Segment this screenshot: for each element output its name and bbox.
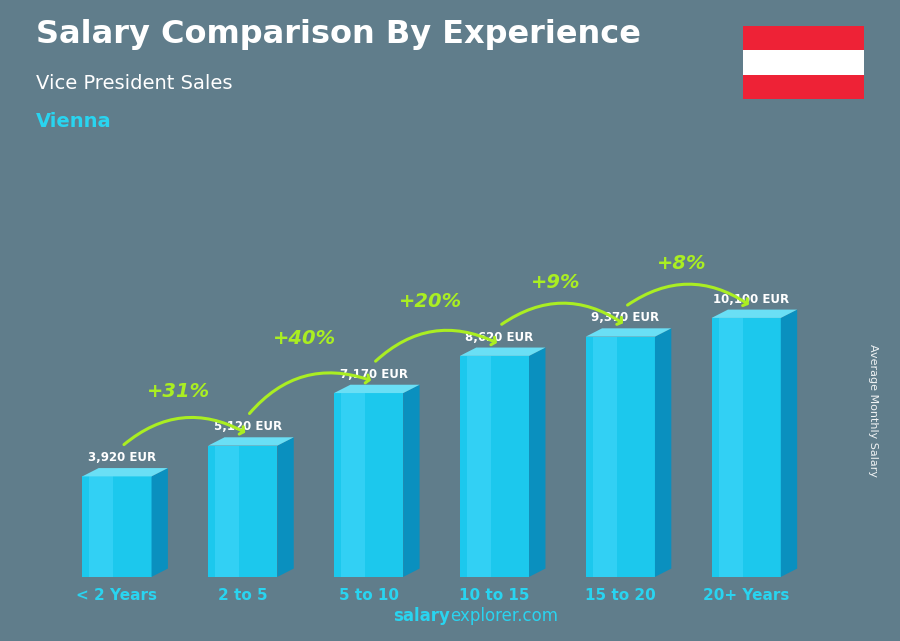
Text: Salary Comparison By Experience: Salary Comparison By Experience xyxy=(36,19,641,50)
Bar xyxy=(460,356,529,577)
Text: 3,920 EUR: 3,920 EUR xyxy=(88,451,156,464)
Text: +8%: +8% xyxy=(657,254,706,273)
Bar xyxy=(718,318,742,577)
Text: explorer.com: explorer.com xyxy=(450,607,558,625)
Polygon shape xyxy=(208,437,293,445)
Polygon shape xyxy=(277,437,293,577)
Text: 8,620 EUR: 8,620 EUR xyxy=(465,331,534,344)
Bar xyxy=(742,26,864,50)
Text: 10,100 EUR: 10,100 EUR xyxy=(713,292,789,306)
Text: salary: salary xyxy=(393,607,450,625)
Text: +20%: +20% xyxy=(399,292,462,311)
Bar xyxy=(712,318,781,577)
Bar xyxy=(341,393,365,577)
Bar xyxy=(586,337,655,577)
Bar xyxy=(208,445,277,577)
Polygon shape xyxy=(403,385,419,577)
Text: 5,120 EUR: 5,120 EUR xyxy=(213,420,282,433)
Polygon shape xyxy=(460,347,545,356)
Polygon shape xyxy=(82,468,168,476)
Bar xyxy=(593,337,616,577)
Text: +9%: +9% xyxy=(531,272,580,292)
Polygon shape xyxy=(586,328,671,337)
Polygon shape xyxy=(529,347,545,577)
Text: 9,370 EUR: 9,370 EUR xyxy=(591,312,660,324)
Bar xyxy=(215,445,239,577)
Text: 7,170 EUR: 7,170 EUR xyxy=(339,368,408,381)
Text: +40%: +40% xyxy=(273,329,336,348)
Text: +31%: +31% xyxy=(147,381,210,401)
Text: Vienna: Vienna xyxy=(36,112,112,131)
Polygon shape xyxy=(655,328,671,577)
Bar xyxy=(742,75,864,99)
Bar xyxy=(334,393,403,577)
Bar xyxy=(742,50,864,75)
Polygon shape xyxy=(712,310,797,318)
Polygon shape xyxy=(151,468,168,577)
Text: Vice President Sales: Vice President Sales xyxy=(36,74,232,93)
Text: Average Monthly Salary: Average Monthly Salary xyxy=(868,344,878,477)
Bar xyxy=(82,476,151,577)
Polygon shape xyxy=(334,385,419,393)
Bar xyxy=(467,356,491,577)
Polygon shape xyxy=(781,310,797,577)
Bar xyxy=(89,476,113,577)
